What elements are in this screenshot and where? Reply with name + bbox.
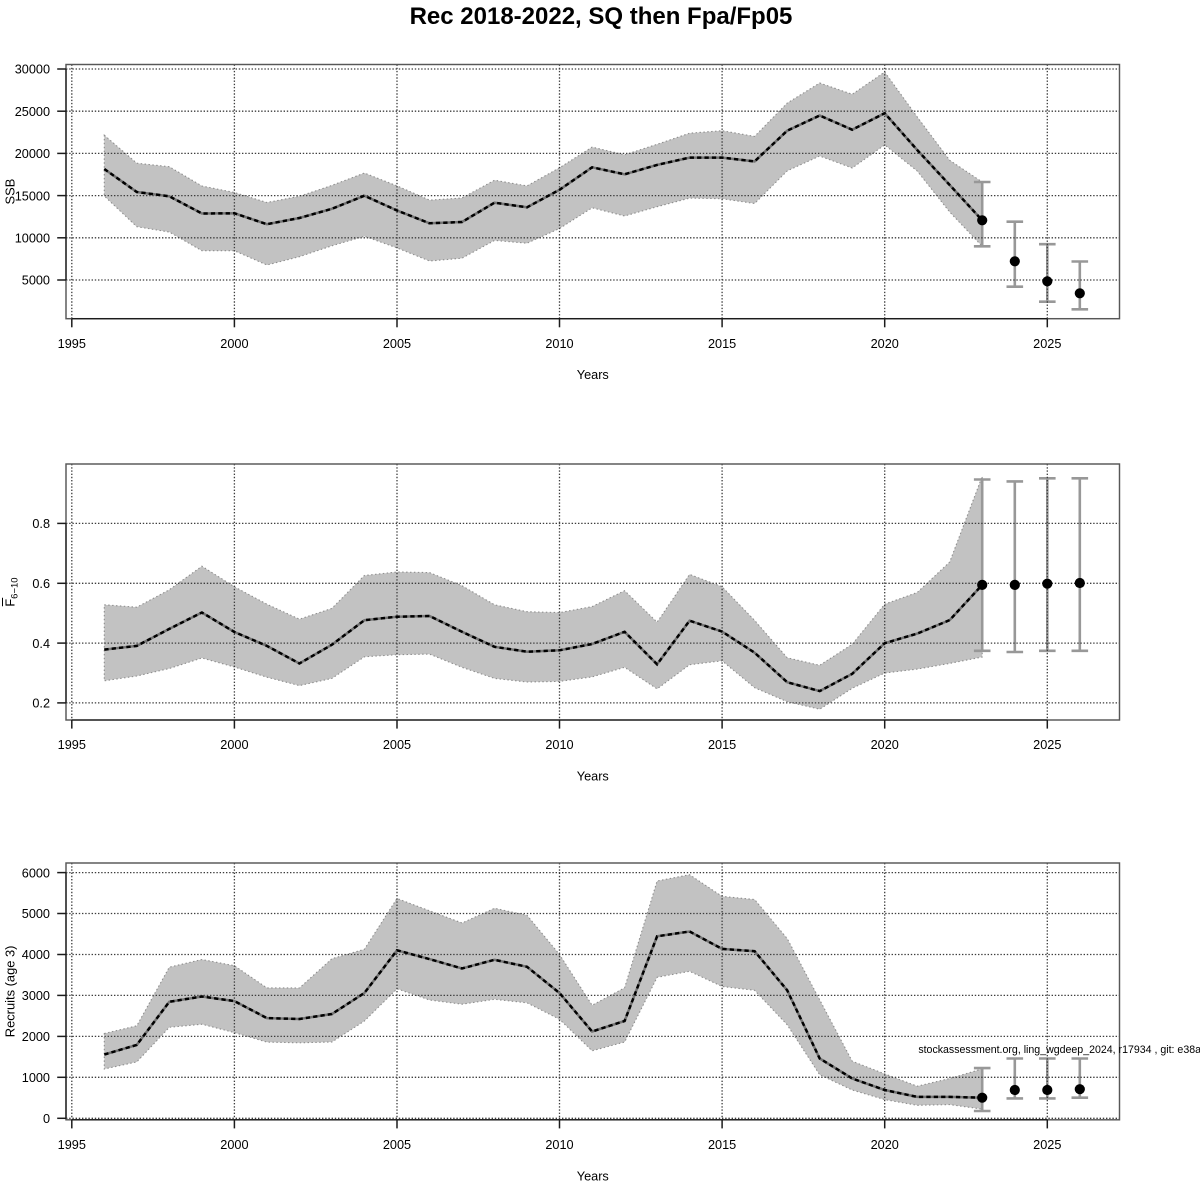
svg-text:2020: 2020 <box>871 738 899 752</box>
svg-text:3000: 3000 <box>22 989 50 1003</box>
svg-text:2000: 2000 <box>220 337 248 351</box>
svg-text:2005: 2005 <box>383 1138 411 1152</box>
svg-text:6000: 6000 <box>22 866 50 880</box>
svg-text:4000: 4000 <box>22 948 50 962</box>
svg-text:Recruits (age 3): Recruits (age 3) <box>3 946 18 1038</box>
svg-text:2020: 2020 <box>871 1138 899 1152</box>
svg-text:2025: 2025 <box>1033 337 1061 351</box>
svg-text:2000: 2000 <box>220 738 248 752</box>
svg-text:30000: 30000 <box>15 63 50 77</box>
svg-text:0.4: 0.4 <box>32 637 50 651</box>
svg-text:2010: 2010 <box>545 1138 573 1152</box>
svg-text:25000: 25000 <box>15 105 50 119</box>
svg-text:2020: 2020 <box>871 337 899 351</box>
svg-text:5000: 5000 <box>22 907 50 921</box>
svg-text:Years: Years <box>577 770 609 784</box>
svg-text:20000: 20000 <box>15 147 50 161</box>
svg-text:2015: 2015 <box>708 1138 736 1152</box>
svg-text:2000: 2000 <box>22 1030 50 1044</box>
svg-text:1000: 1000 <box>22 1071 50 1085</box>
svg-text:10000: 10000 <box>15 232 50 246</box>
svg-text:2010: 2010 <box>545 738 573 752</box>
svg-text:stockassessment.org, ling_wgde: stockassessment.org, ling_wgdeep_2024, r… <box>918 1044 1200 1056</box>
svg-text:2005: 2005 <box>383 337 411 351</box>
svg-text:2015: 2015 <box>708 337 736 351</box>
svg-text:0.2: 0.2 <box>32 697 50 711</box>
svg-text:Years: Years <box>577 1169 609 1183</box>
svg-text:5000: 5000 <box>22 274 50 288</box>
svg-text:2005: 2005 <box>383 738 411 752</box>
svg-text:0: 0 <box>43 1112 50 1126</box>
svg-text:0.8: 0.8 <box>32 517 50 531</box>
svg-text:1995: 1995 <box>58 1138 86 1152</box>
svg-text:2000: 2000 <box>220 1138 248 1152</box>
svg-text:Years: Years <box>577 368 609 382</box>
svg-text:2015: 2015 <box>708 738 736 752</box>
svg-text:SSB: SSB <box>3 179 18 205</box>
svg-text:2025: 2025 <box>1033 1138 1061 1152</box>
svg-text:15000: 15000 <box>15 189 50 203</box>
svg-text:Rec 2018-2022, SQ then Fpa/Fp0: Rec 2018-2022, SQ then Fpa/Fp05 <box>410 3 793 30</box>
svg-text:1995: 1995 <box>58 738 86 752</box>
svg-text:0.6: 0.6 <box>32 577 50 591</box>
svg-text:1995: 1995 <box>58 337 86 351</box>
svg-text:2025: 2025 <box>1033 738 1061 752</box>
svg-text:2010: 2010 <box>545 337 573 351</box>
